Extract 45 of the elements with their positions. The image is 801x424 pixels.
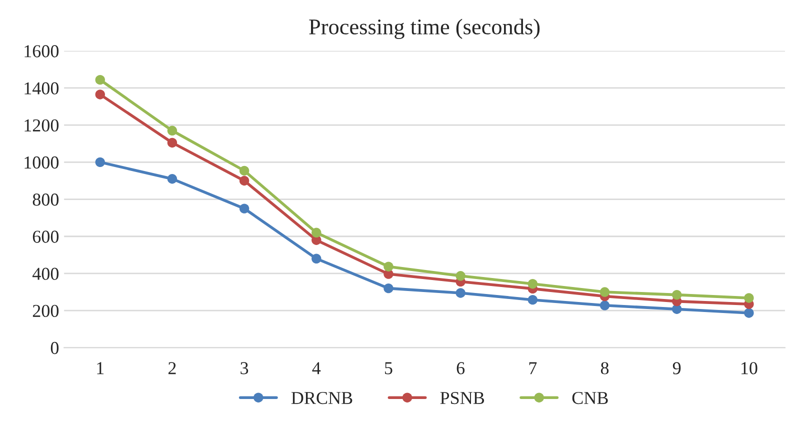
point: [95, 90, 105, 100]
point: [239, 166, 250, 176]
legend-label: DRCNB: [291, 392, 352, 404]
point: [95, 74, 105, 85]
x-tick-label: 10: [741, 362, 758, 374]
point: [312, 254, 322, 264]
x-tick-label: 3: [240, 362, 248, 374]
point: [528, 279, 538, 289]
point: [384, 262, 394, 272]
point: [239, 204, 250, 214]
legend-label: CNB: [572, 392, 608, 404]
x-tick-label: 2: [168, 362, 176, 374]
point: [312, 228, 322, 238]
x-tick-label: 8: [600, 362, 609, 374]
x-tick-label: 9: [672, 362, 681, 374]
legend-label: PSNB: [440, 392, 484, 404]
chart-title: Processing time (seconds): [309, 18, 540, 40]
point: [456, 271, 466, 281]
y-tick-label: 1400: [24, 82, 59, 94]
point: [167, 138, 178, 148]
y-tick-label: 400: [32, 268, 59, 280]
x-tick-label: 1: [97, 362, 104, 374]
point: [600, 287, 610, 297]
point: [600, 300, 610, 310]
point: [239, 176, 250, 186]
x-tick-label: 7: [529, 362, 537, 374]
y-tick-label: 800: [32, 194, 59, 206]
point: [744, 293, 754, 303]
point: [744, 308, 754, 318]
y-tick-label: 1600: [24, 45, 59, 58]
point: [384, 283, 394, 294]
y-tick-label: 200: [32, 304, 59, 318]
y-tick-label: 1000: [24, 156, 59, 169]
y-tick-label: 1200: [24, 119, 59, 132]
y-tick-label: 0: [50, 342, 59, 354]
point: [167, 126, 178, 136]
x-tick-label: 6: [456, 362, 465, 374]
point: [167, 174, 178, 184]
point: [456, 288, 466, 298]
point: [528, 294, 538, 305]
x-tick-label: 4: [312, 362, 321, 374]
y-tick-label: 600: [32, 230, 59, 243]
x-tick-label: 5: [385, 362, 392, 374]
point: [95, 157, 105, 168]
point: [672, 290, 682, 300]
